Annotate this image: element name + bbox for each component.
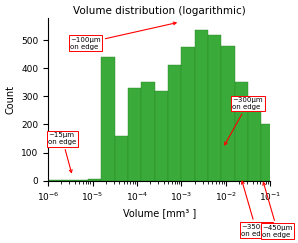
Text: ~300μm
on edge: ~300μm on edge — [225, 97, 263, 145]
Bar — [181, 47, 195, 181]
Bar — [75, 180, 88, 181]
X-axis label: Volume [mm³ ]: Volume [mm³ ] — [122, 208, 196, 218]
Bar — [141, 82, 155, 181]
Bar — [101, 57, 115, 181]
Text: ~450μm
on edge: ~450μm on edge — [262, 182, 293, 238]
Bar — [261, 124, 275, 181]
Bar — [61, 180, 75, 181]
Bar — [288, 169, 298, 181]
Bar — [168, 66, 181, 181]
Bar — [155, 91, 168, 181]
Bar — [48, 180, 61, 181]
Bar — [115, 136, 128, 181]
Text: ~350μm
on edge: ~350μm on edge — [241, 181, 271, 237]
Bar — [88, 179, 101, 181]
Bar — [195, 30, 208, 181]
Bar — [208, 35, 221, 181]
Bar — [221, 46, 235, 181]
Bar — [275, 147, 288, 181]
Bar — [128, 88, 141, 181]
Bar — [235, 82, 248, 181]
Text: ~100μm
on edge: ~100μm on edge — [70, 22, 176, 50]
Y-axis label: Count: Count — [6, 85, 15, 114]
Title: Volume distribution (logarithmic): Volume distribution (logarithmic) — [73, 6, 246, 16]
Bar — [248, 102, 261, 181]
Text: ~15μm
on edge: ~15μm on edge — [48, 132, 76, 173]
